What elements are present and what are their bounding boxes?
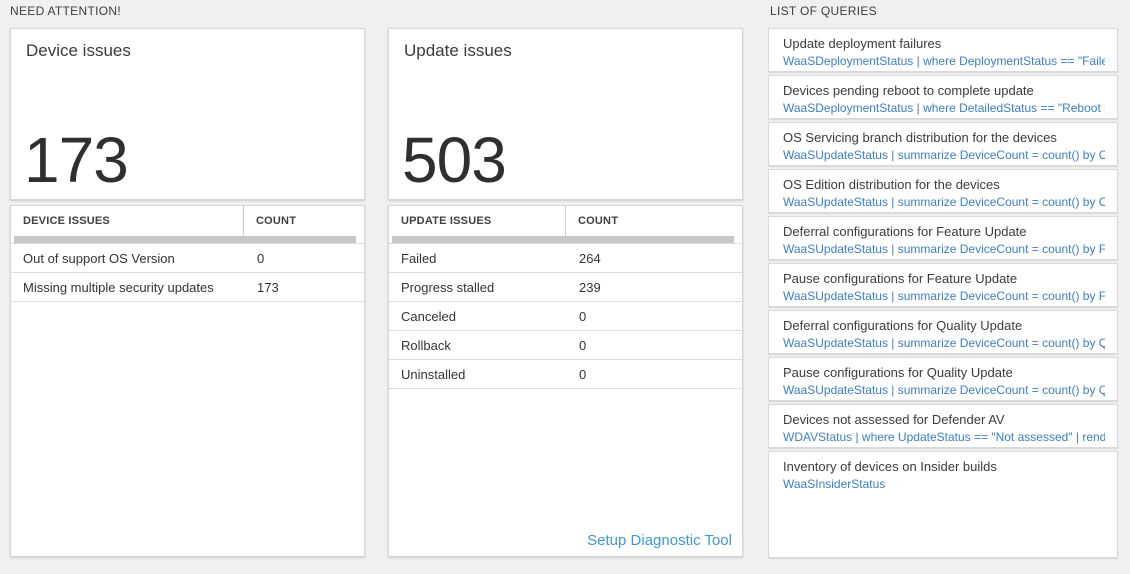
- table-row[interactable]: Uninstalled 0: [389, 360, 742, 389]
- table-row[interactable]: Failed 264: [389, 244, 742, 273]
- update-issues-column-header: UPDATE ISSUES: [389, 206, 566, 236]
- query-title: Deferral configurations for Quality Upda…: [783, 318, 1023, 333]
- count-column-header: COUNT: [578, 215, 619, 227]
- query-title: Devices pending reboot to complete updat…: [783, 83, 1034, 98]
- query-list-item[interactable]: Inventory of devices on Insider builds W…: [768, 451, 1118, 558]
- setup-diagnostic-tool-link[interactable]: Setup Diagnostic Tool: [587, 532, 732, 549]
- query-list-item[interactable]: OS Servicing branch distribution for the…: [768, 122, 1118, 166]
- need-attention-header: NEED ATTENTION!: [10, 4, 121, 18]
- query-text: WaaSUpdateStatus | summarize DeviceCount…: [783, 242, 1105, 256]
- query-title: Devices not assessed for Defender AV: [783, 412, 1005, 427]
- query-text: WaaSUpdateStatus | summarize DeviceCount…: [783, 336, 1105, 350]
- issue-name: Progress stalled: [401, 279, 495, 295]
- query-list-item[interactable]: Deferral configurations for Feature Upda…: [768, 216, 1118, 260]
- table-row[interactable]: Out of support OS Version 0: [11, 244, 364, 273]
- issue-count: 0: [257, 250, 265, 266]
- query-title: Inventory of devices on Insider builds: [783, 459, 997, 474]
- issue-name: Missing multiple security updates: [23, 279, 214, 295]
- issue-count: 264: [579, 250, 601, 266]
- issue-name: Failed: [401, 250, 437, 266]
- device-issues-total: 173: [24, 123, 129, 196]
- table-row[interactable]: Canceled 0: [389, 302, 742, 331]
- device-issues-column-header: DEVICE ISSUES: [11, 206, 244, 236]
- update-issues-card[interactable]: Update issues 503: [388, 28, 743, 200]
- query-title: Deferral configurations for Feature Upda…: [783, 224, 1027, 239]
- query-list-item[interactable]: Update deployment failures WaaSDeploymen…: [768, 28, 1118, 72]
- list-of-queries-header: LIST OF QUERIES: [770, 4, 877, 18]
- query-title: OS Servicing branch distribution for the…: [783, 130, 1057, 145]
- device-issues-table: DEVICE ISSUES COUNT Out of support OS Ve…: [10, 205, 365, 557]
- update-issues-total: 503: [402, 123, 507, 196]
- issue-count: 0: [579, 366, 587, 382]
- query-list-item[interactable]: Pause configurations for Feature Update …: [768, 263, 1118, 307]
- issue-count: 239: [579, 279, 601, 295]
- issue-name: Rollback: [401, 337, 451, 353]
- query-text: WaaSUpdateStatus | summarize DeviceCount…: [783, 195, 1105, 209]
- issue-count: 0: [579, 308, 587, 324]
- query-text: WaaSUpdateStatus | summarize DeviceCount…: [783, 289, 1105, 303]
- device-issues-table-header: DEVICE ISSUES COUNT: [11, 206, 364, 236]
- table-row[interactable]: Rollback 0: [389, 331, 742, 360]
- issue-count: 0: [579, 337, 587, 353]
- issue-name: Uninstalled: [401, 366, 466, 382]
- query-title: OS Edition distribution for the devices: [783, 177, 1000, 192]
- query-text: WaaSDeploymentStatus | where DeploymentS…: [783, 54, 1105, 68]
- query-list-item[interactable]: Pause configurations for Quality Update …: [768, 357, 1118, 401]
- table-row[interactable]: Missing multiple security updates 173: [11, 273, 364, 302]
- query-text: WaaSInsiderStatus: [783, 477, 886, 491]
- query-list-item[interactable]: Deferral configurations for Quality Upda…: [768, 310, 1118, 354]
- issue-name: Canceled: [401, 308, 456, 324]
- count-column-header: COUNT: [256, 215, 297, 227]
- query-title: Pause configurations for Feature Update: [783, 271, 1018, 286]
- update-issues-card-title: Update issues: [404, 41, 512, 60]
- query-text: WaaSDeploymentStatus | where DetailedSta…: [783, 101, 1105, 115]
- query-list-item[interactable]: OS Edition distribution for the devices …: [768, 169, 1118, 213]
- table-row[interactable]: Progress stalled 239: [389, 273, 742, 302]
- update-issues-table: UPDATE ISSUES COUNT Failed 264 Progress …: [388, 205, 743, 557]
- query-list-item[interactable]: Devices not assessed for Defender AV WDA…: [768, 404, 1118, 448]
- query-title: Update deployment failures: [783, 36, 942, 51]
- update-issues-table-header: UPDATE ISSUES COUNT: [389, 206, 742, 236]
- device-issues-card-title: Device issues: [26, 41, 131, 60]
- query-list-item[interactable]: Devices pending reboot to complete updat…: [768, 75, 1118, 119]
- horizontal-scrollbar[interactable]: [14, 236, 356, 243]
- query-title: Pause configurations for Quality Update: [783, 365, 1013, 380]
- query-text: WDAVStatus | where UpdateStatus == "Not …: [783, 430, 1105, 444]
- issue-count: 173: [257, 279, 279, 295]
- query-list: Update deployment failures WaaSDeploymen…: [768, 28, 1118, 561]
- query-text: WaaSUpdateStatus | summarize DeviceCount…: [783, 383, 1105, 397]
- horizontal-scrollbar[interactable]: [392, 236, 734, 243]
- issue-name: Out of support OS Version: [23, 250, 175, 266]
- device-issues-card[interactable]: Device issues 173: [10, 28, 365, 200]
- query-text: WaaSUpdateStatus | summarize DeviceCount…: [783, 148, 1105, 162]
